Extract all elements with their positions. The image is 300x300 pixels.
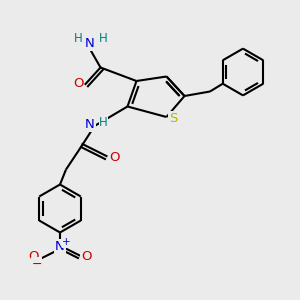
Text: N: N: [55, 240, 65, 253]
Text: O: O: [81, 250, 92, 263]
Text: +: +: [62, 237, 71, 248]
Text: H: H: [74, 32, 82, 46]
Text: O: O: [28, 250, 39, 263]
Text: −: −: [32, 257, 42, 271]
Text: N: N: [85, 37, 95, 50]
Text: S: S: [169, 112, 177, 125]
Text: O: O: [73, 77, 83, 90]
Text: H: H: [99, 116, 108, 129]
Text: N: N: [85, 118, 95, 131]
Text: H: H: [99, 32, 108, 46]
Text: O: O: [109, 151, 119, 164]
